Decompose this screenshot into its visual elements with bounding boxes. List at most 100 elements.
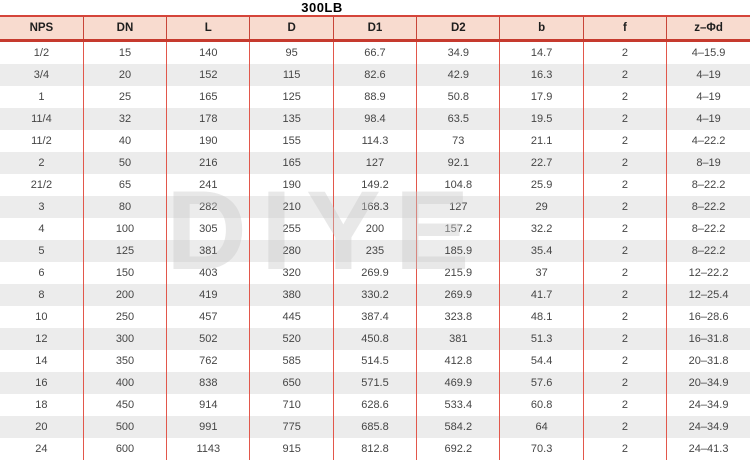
table-cell: 22.7 [499,152,584,174]
table-cell: 450.8 [332,328,417,350]
table-cell: 2 [582,372,667,394]
table-cell: 2 [582,130,667,152]
table-cell: 152 [166,64,250,86]
table-cell: 125 [82,240,167,262]
table-cell: 15 [82,40,167,64]
table-row: 10 250 457 445 387.4 323.8 48.1 2 16–28.6 [0,306,750,328]
table-cell: 2 [582,108,667,130]
table-body: 1/2 15 140 95 66.7 34.9 14.7 2 4–15.9 3/4 20 152 115… [0,40,750,460]
table-cell: 29 [499,196,584,218]
table-cell: 2 [582,64,667,86]
table-cell: 280 [249,240,334,262]
table-cell: 16–31.8 [666,328,750,350]
table-cell: 88.9 [332,86,417,108]
table-cell: 125 [249,86,334,108]
table-cell: 2 [582,306,667,328]
table-cell: 17.9 [499,86,584,108]
table-row: 24 600 1143 915 812.8 692.2 70.3 2 24–41.3 [0,438,750,460]
table-cell: 2 [582,350,667,372]
table-cell: 4–19 [666,86,750,108]
table-cell: 32.2 [499,218,584,240]
table-cell: 215.9 [416,262,500,284]
table-cell: 685.8 [332,416,417,438]
table-cell: 6 [38,267,45,279]
table-cell: 20 [82,64,167,86]
table-cell: 4–19 [666,108,750,130]
table-cell: 1 [38,91,45,103]
table-cell: 305 [166,218,250,240]
table-row: 6 150 403 320 269.9 215.9 37 2 12–22.2 [0,262,750,284]
table-cell: 255 [249,218,334,240]
table-cell: 628.6 [332,394,417,416]
table-cell: 2 [582,86,667,108]
table-cell: 380 [249,284,334,306]
table-header: NPS DN L D D1 D2 b f z–Φd [0,16,750,42]
table-cell: 2 [582,196,667,218]
table-cell: 2 [582,394,667,416]
table-cell: 571.5 [332,372,417,394]
table-cell: 140 [166,40,250,64]
table-cell: 57.6 [499,372,584,394]
table-cell: 25.9 [499,174,584,196]
table-cell: 2 [582,152,667,174]
header-row: NPS DN L D D1 D2 b f z–Φd [0,16,750,42]
table-cell: 165 [166,86,250,108]
table-cell: 2 [582,284,667,306]
table-cell: 450 [82,394,167,416]
table-cell: 914 [166,394,250,416]
table-cell: 419 [166,284,250,306]
table-row: 1 25 165 125 88.9 50.8 17.9 2 4–19 [0,86,750,108]
table-cell: 127 [416,196,500,218]
table-row: 3 80 282 210 168.3 127 29 2 8–22.2 [0,196,750,218]
table-cell: 190 [166,130,250,152]
table-row: 1/2 15 140 95 66.7 34.9 14.7 2 4–15.9 [0,40,750,64]
table-cell: 2 [582,438,667,460]
table-row: 12 300 502 520 450.8 381 51.3 2 16–31.8 [0,328,750,350]
table-cell: 34.9 [416,40,500,64]
table-cell: 282 [166,196,250,218]
table-cell: 10 [35,311,48,323]
table-cell: 37 [499,262,584,284]
table-cell: 12–25.4 [666,284,750,306]
table-row: 11/4 32 178 135 98.4 63.5 19.5 2 4–19 [0,108,750,130]
table-cell: 21/2 [30,179,53,191]
table-cell: 80 [82,196,167,218]
table-cell: 114.3 [332,130,417,152]
table-cell: 210 [249,196,334,218]
table-cell: 20–34.9 [666,372,750,394]
column-header: DN [82,16,167,42]
table-cell: 98.4 [332,108,417,130]
table-cell: 24–34.9 [666,416,750,438]
table-cell: 155 [249,130,334,152]
table-cell: 2 [582,218,667,240]
table-title: 300LB [301,0,343,15]
table-row: 18 450 914 710 628.6 533.4 60.8 2 24–34.9 [0,394,750,416]
table-cell: 2 [38,157,45,169]
column-header: z–Φd [666,16,750,42]
table-cell: 502 [166,328,250,350]
column-header: NPS [0,16,84,42]
table-cell: 73 [416,130,500,152]
table-cell: 650 [249,372,334,394]
table-cell: 323.8 [416,306,500,328]
table-cell: 775 [249,416,334,438]
table-cell: 812.8 [332,438,417,460]
table-cell: 70.3 [499,438,584,460]
column-header: D [249,16,334,42]
table-cell: 216 [166,152,250,174]
table-cell: 92.1 [416,152,500,174]
table-cell: 8–19 [666,152,750,174]
column-header: b [499,16,584,42]
table-cell: 115 [249,64,334,86]
table-row: 14 350 762 585 514.5 412.8 54.4 2 20–31.8 [0,350,750,372]
table-cell: 1143 [166,438,250,460]
table-cell: 387.4 [332,306,417,328]
table-cell: 514.5 [332,350,417,372]
table-cell: 762 [166,350,250,372]
table-cell: 4–22.2 [666,130,750,152]
table-cell: 2 [582,416,667,438]
table-cell: 520 [249,328,334,350]
table-row: 4 100 305 255 200 157.2 32.2 2 8–22.2 [0,218,750,240]
table-cell: 500 [82,416,167,438]
